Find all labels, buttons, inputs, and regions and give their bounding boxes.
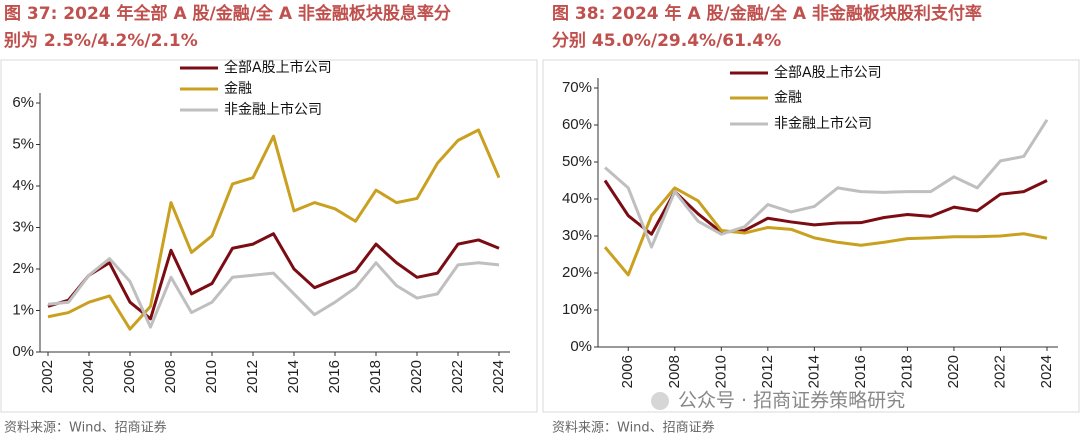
y-tick-label: 40% [562,190,592,207]
legend-label: 全部A股上市公司 [224,59,332,76]
x-tick-label: 2016 [326,360,343,393]
y-tick-label: 4% [12,177,34,194]
chart-title: 图 38: 2024 年 A 股/金融/全 A 非金融板块股利支付率 [552,3,982,24]
source: 资料来源：Wind、招商证券 [4,420,167,436]
x-tick-label: 2014 [285,360,302,393]
x-tick-label: 2010 [712,355,729,388]
x-tick-label: 2002 [39,360,56,393]
y-tick-label: 20% [562,264,592,281]
y-tick-label: 0% [12,343,34,360]
panel-frame [542,59,1080,413]
y-tick-label: 10% [562,301,592,318]
y-tick-label: 70% [562,79,592,96]
y-tick-label: 6% [12,94,34,111]
source: 资料来源：Wind、招商证券 [552,420,715,436]
line-series [47,128,501,331]
y-tick-label: 0% [570,338,592,355]
x-tick-label: 2020 [945,355,962,388]
y-tick-label: 1% [12,301,34,318]
x-tick-label: 2022 [991,355,1008,388]
panel-frame [0,59,538,413]
line-series [47,232,500,321]
x-tick-label: 2008 [666,355,683,388]
chart-title: 分别 45.0%/29.4%/61.4% [552,31,781,51]
x-tick-label: 2006 [619,355,636,388]
y-tick-label: 5% [12,135,34,152]
x-tick-label: 2020 [408,360,425,393]
legend-label: 全部A股上市公司 [774,64,882,81]
x-tick-label: 2012 [244,360,261,393]
line-series [603,186,1048,277]
y-tick-label: 30% [562,227,592,244]
watermark: 公众号 · 招商证券策略研究 [678,390,905,412]
chart-title: 别为 2.5%/4.2%/2.1% [3,30,198,51]
y-tick-label: 50% [562,153,592,170]
x-tick-label: 2016 [852,355,869,388]
legend-label: 金融 [774,90,802,106]
x-tick-label: 2012 [759,355,776,388]
x-tick-label: 2006 [121,360,138,393]
x-tick-label: 2018 [367,360,384,393]
line-series [604,119,1049,249]
x-tick-label: 2024 [1038,355,1055,388]
x-tick-label: 2024 [490,360,507,393]
line-series [47,257,500,329]
legend-label: 非金融上市公司 [224,101,322,118]
chart-title: 图 37: 2024 年全部 A 股/金融/全 A 非金融板块股息率分 [4,3,451,24]
x-tick-label: 2010 [203,360,220,393]
x-tick-label: 2008 [162,360,179,393]
legend-label: 非金融上市公司 [774,115,872,132]
x-tick-label: 2014 [805,355,822,388]
y-tick-label: 3% [12,218,34,235]
x-tick-label: 2018 [898,355,915,388]
y-tick-label: 60% [562,116,592,133]
line-series [603,179,1048,236]
legend-label: 金融 [224,81,252,97]
x-tick-label: 2004 [80,360,97,393]
y-tick-label: 2% [12,260,34,277]
x-tick-label: 2022 [449,360,466,393]
watermark-icon [651,392,669,410]
